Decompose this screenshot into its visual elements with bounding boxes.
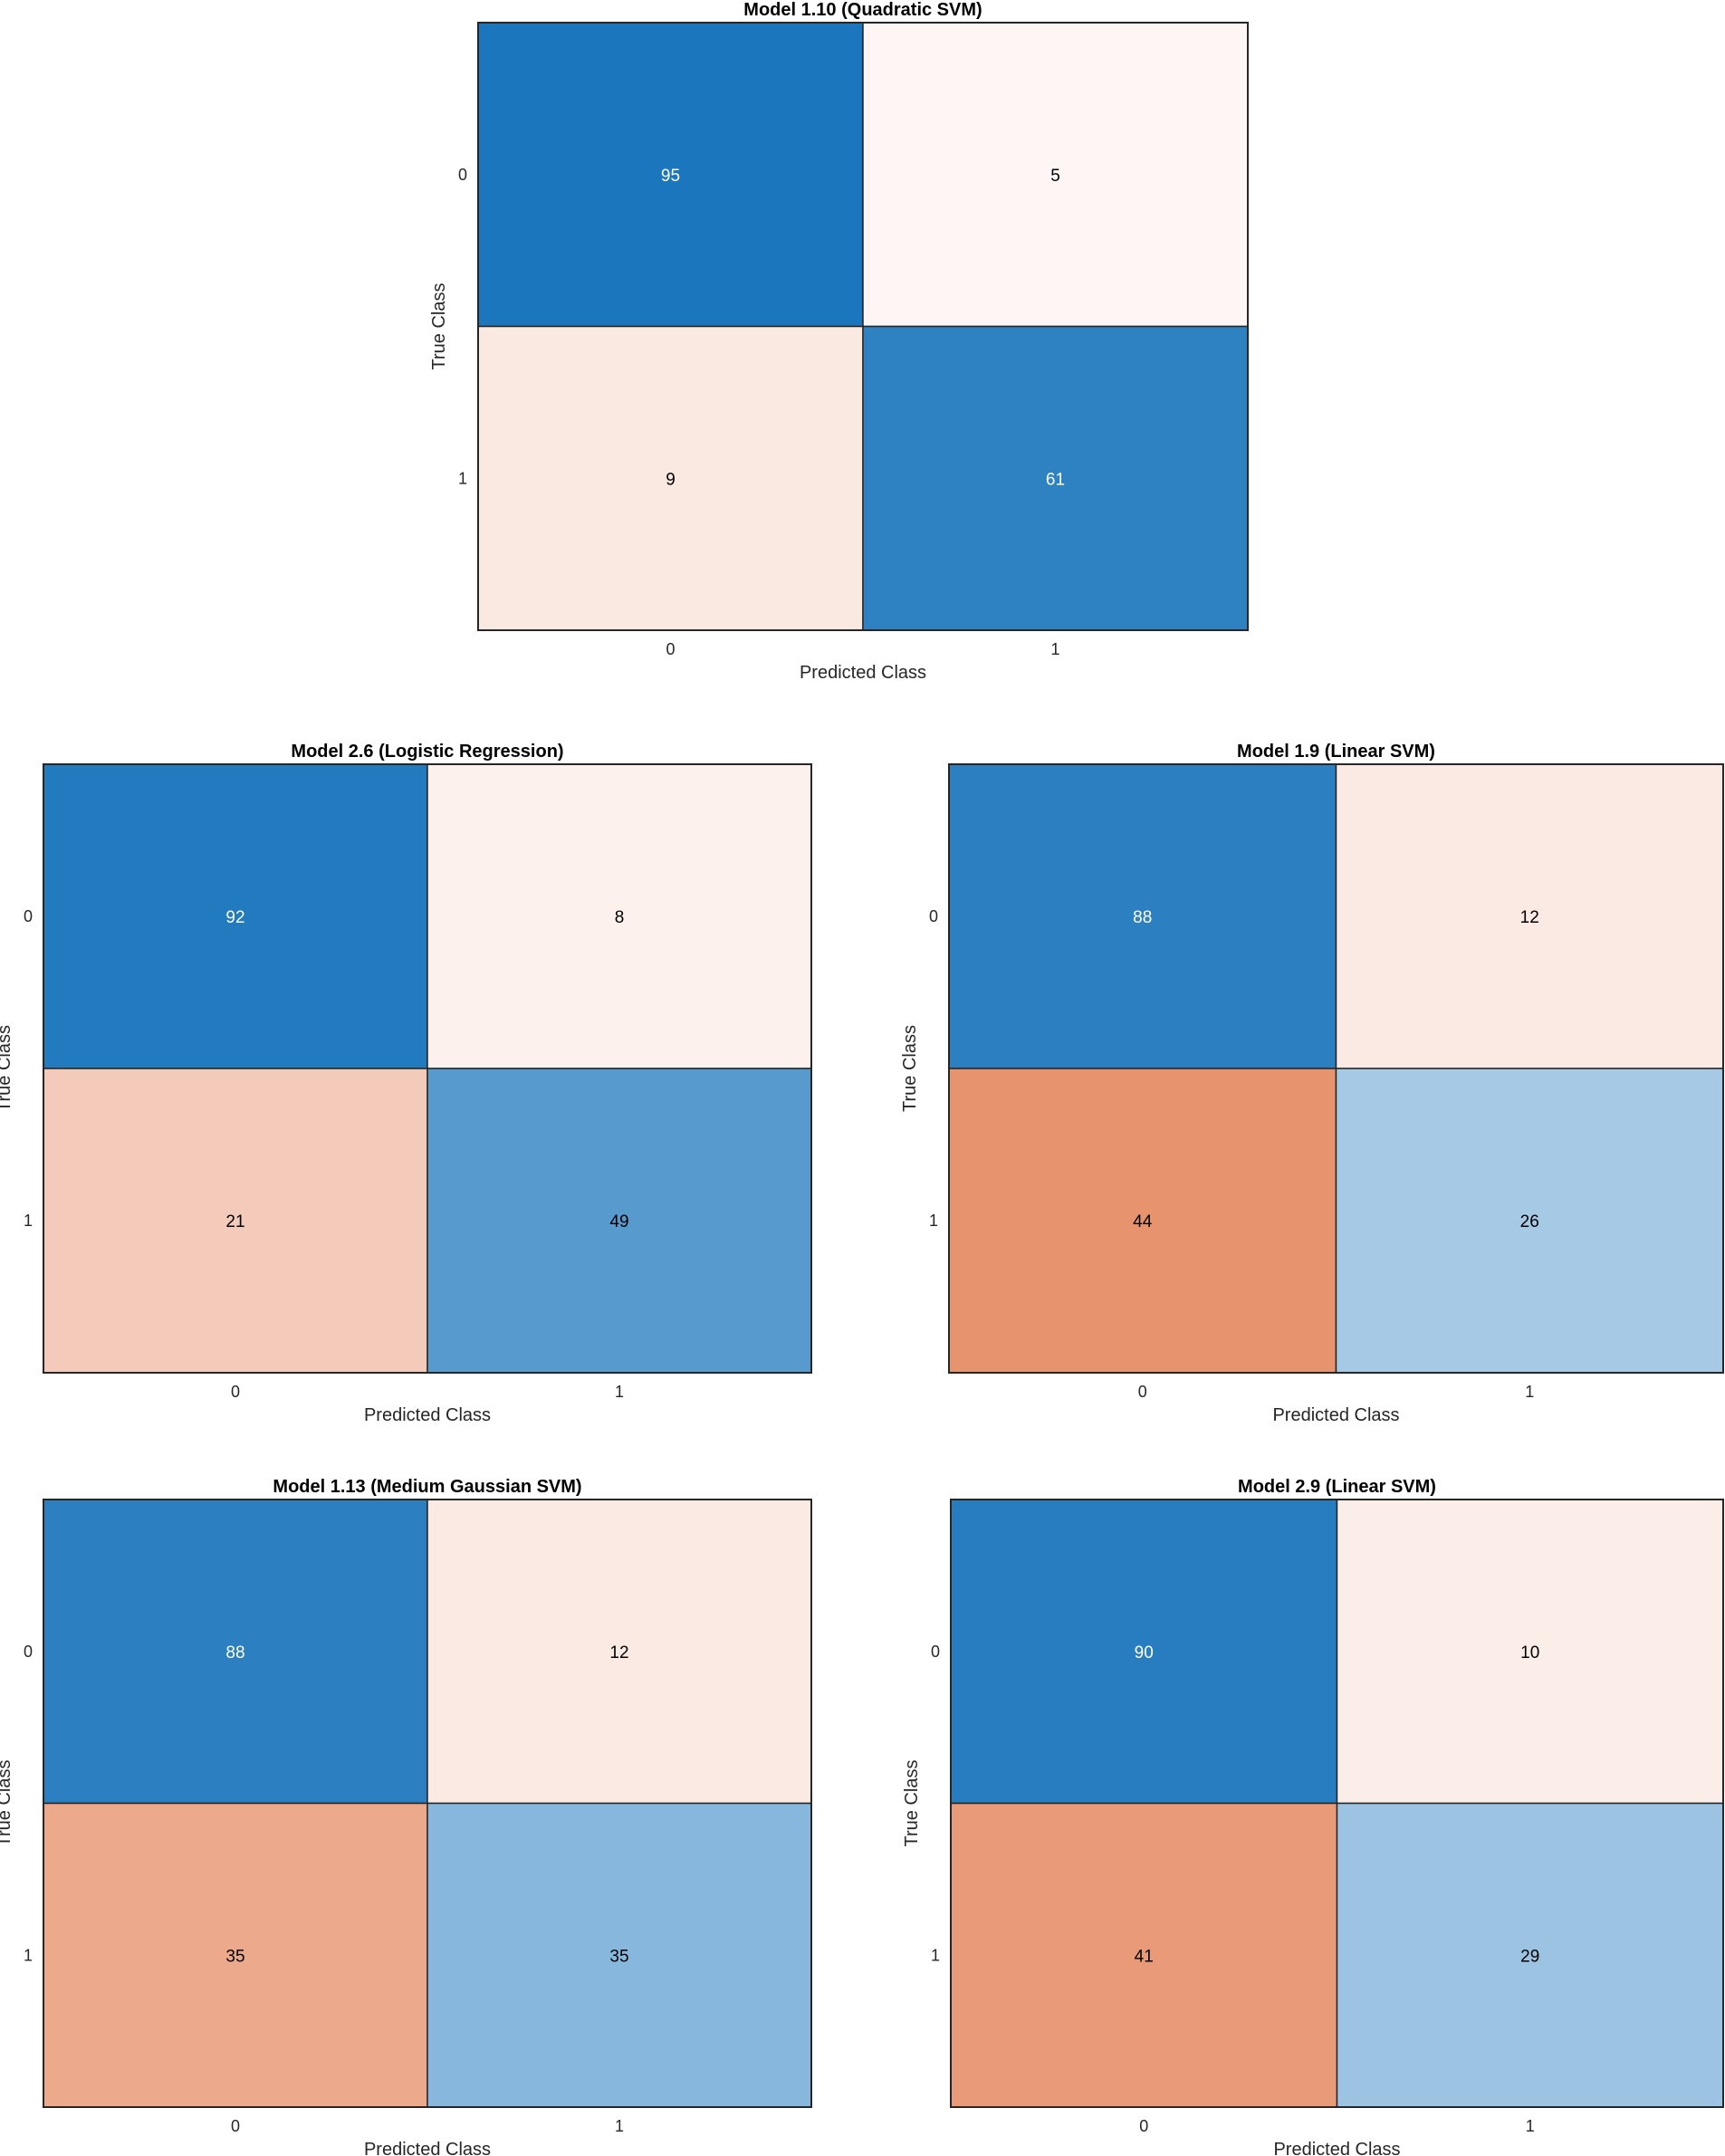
cell-value-label: 88	[1133, 908, 1152, 927]
cell-value-label: 26	[1520, 1212, 1539, 1231]
cell-value-label: 9	[666, 470, 676, 489]
matrix-cell	[1335, 763, 1724, 1069]
x-tick-label: 1	[615, 2117, 624, 2135]
y-tick-label: 1	[931, 1946, 940, 1964]
x-tick-label: 1	[1526, 2117, 1535, 2135]
matrix-cell	[950, 1499, 1338, 1805]
matrix-cell	[1335, 1068, 1724, 1374]
cell-value-label: 5	[1050, 167, 1060, 186]
x-tick-label: 0	[1139, 2117, 1148, 2135]
y-axis-label: True Class	[902, 1760, 922, 1847]
cell-value-label: 44	[1133, 1212, 1153, 1231]
matrix-cell	[426, 1802, 812, 2108]
x-axis-label: Predicted Class	[364, 1405, 491, 1425]
confusion-matrix-panel: 88 12 44 26 Model 1.9 (Linear SVM) 0 1 0 1 Predic…	[900, 742, 1724, 1425]
matrix-cell	[948, 1068, 1337, 1374]
y-tick-label: 1	[24, 1946, 33, 1964]
plot-frame	[950, 1499, 1724, 2108]
matrix-cell	[426, 763, 812, 1069]
y-tick-label: 1	[458, 469, 467, 487]
x-tick-label: 0	[231, 1383, 240, 1401]
y-axis-label: True Class	[900, 1025, 920, 1112]
chart-title: Model 2.6 (Logistic Regression)	[291, 742, 563, 762]
x-tick-label: 1	[615, 1383, 624, 1401]
cell-value-label: 92	[225, 908, 244, 927]
confusion-matrix-panel: 92 8 21 49 Model 2.6 (Logistic Regression) 0 1…	[0, 742, 812, 1425]
x-axis-label: Predicted Class	[800, 663, 926, 683]
y-axis-label: True Class	[0, 1760, 14, 1847]
y-tick-label: 0	[458, 166, 467, 184]
confusion-matrix-panel: 88 12 35 35 Model 1.13 (Medium Gaussian SVM)…	[0, 1477, 812, 2156]
chart-title: Model 1.13 (Medium Gaussian SVM)	[273, 1477, 581, 1497]
cell-value-label: 12	[1520, 908, 1539, 927]
chart-title: Model 1.9 (Linear SVM)	[1237, 742, 1435, 762]
chart-title: Model 1.10 (Quadratic SVM)	[743, 0, 982, 20]
y-tick-label: 1	[24, 1212, 33, 1230]
matrix-cell	[477, 325, 864, 631]
y-axis-label: True Class	[429, 283, 449, 370]
cell-value-label: 29	[1520, 1947, 1539, 1966]
cell-value-label: 90	[1135, 1643, 1154, 1663]
cell-value-label: 8	[615, 908, 625, 927]
matrix-cell	[1336, 1499, 1724, 1805]
cell-value-label: 35	[225, 1947, 244, 1966]
matrix-cell	[1336, 1802, 1724, 2108]
cell-value-label: 41	[1135, 1947, 1154, 1966]
cell-value-label: 61	[1046, 470, 1065, 489]
y-tick-label: 0	[24, 907, 33, 925]
matrix-cell	[426, 1068, 812, 1374]
plot-frame	[477, 22, 1249, 631]
plot-frame	[43, 763, 812, 1374]
cell-value-label: 88	[225, 1643, 244, 1663]
y-axis-label: True Class	[0, 1025, 14, 1112]
matrix-cell	[426, 1499, 812, 1805]
x-tick-label: 0	[1138, 1383, 1147, 1401]
x-tick-label: 1	[1525, 1383, 1534, 1401]
y-tick-label: 0	[931, 1643, 940, 1661]
cell-value-label: 35	[609, 1947, 628, 1966]
x-tick-label: 0	[666, 640, 675, 658]
cell-value-label: 49	[609, 1212, 628, 1231]
matrix-cell	[477, 22, 864, 328]
y-tick-label: 1	[929, 1212, 938, 1230]
plot-frame	[948, 763, 1724, 1374]
x-tick-label: 0	[231, 2117, 240, 2135]
x-tick-label: 1	[1050, 640, 1059, 658]
chart-title: Model 2.9 (Linear SVM)	[1238, 1477, 1436, 1497]
plot-frame	[43, 1499, 812, 2108]
cell-value-label: 95	[661, 167, 680, 186]
matrix-cell	[862, 325, 1249, 631]
confusion-matrix-panel: 95 5 9 61 Model 1.10 (Quadratic SVM) 0 1 0 1 Pred…	[429, 0, 1249, 683]
matrix-cell	[948, 763, 1337, 1069]
x-axis-label: Predicted Class	[1273, 2140, 1400, 2156]
x-axis-label: Predicted Class	[1272, 1405, 1399, 1425]
cell-value-label: 10	[1520, 1643, 1539, 1663]
cell-value-label: 21	[225, 1212, 244, 1231]
y-tick-label: 0	[24, 1643, 33, 1661]
y-tick-label: 0	[929, 907, 938, 925]
cell-value-label: 12	[609, 1643, 628, 1663]
matrix-cell	[43, 1068, 428, 1374]
matrix-cell	[862, 22, 1249, 328]
matrix-cell	[950, 1802, 1338, 2108]
x-axis-label: Predicted Class	[364, 2140, 491, 2156]
